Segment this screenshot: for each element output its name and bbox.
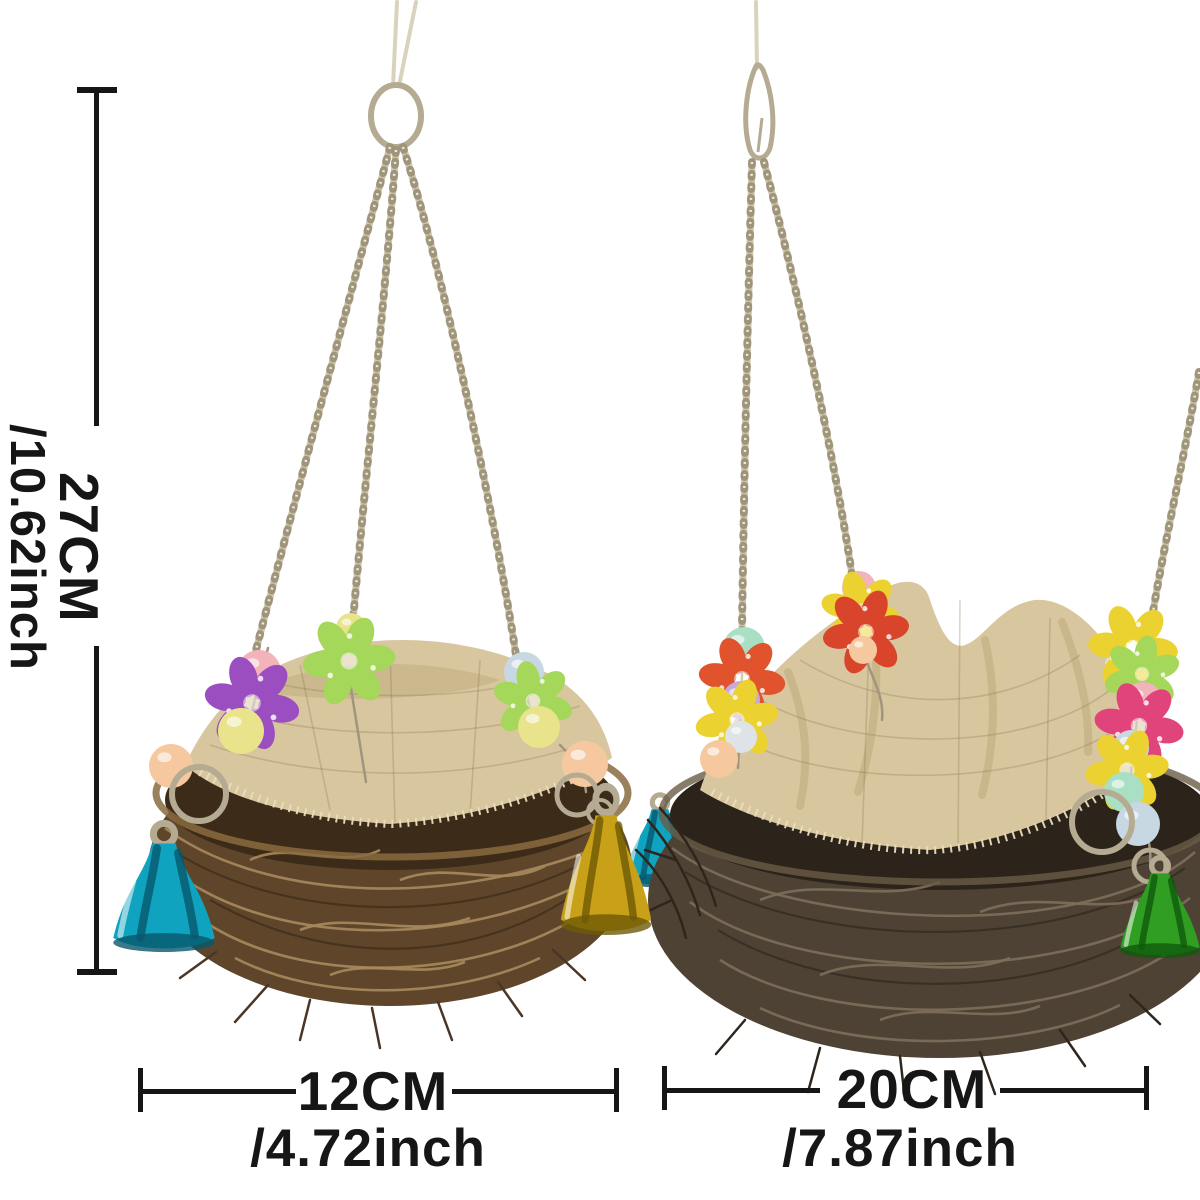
right-swing	[623, 0, 1200, 1102]
width-right-label-inch: /7.87inch	[782, 1119, 1018, 1178]
right-chains	[738, 158, 1200, 654]
width-left-line-end	[452, 1089, 616, 1094]
height-dimension-line-bottom	[94, 646, 99, 972]
width-left-tick-end	[614, 1068, 619, 1112]
width-right-tick-end	[1144, 1066, 1149, 1110]
left-teal-bell	[113, 819, 215, 952]
left-hanging-ring	[368, 82, 424, 150]
right-hanging-wire	[754, 0, 759, 70]
width-left-label-inch: /4.72inch	[250, 1119, 486, 1178]
height-dimension-line-top	[94, 90, 99, 426]
right-hook	[743, 62, 776, 161]
width-right-line-end	[1000, 1088, 1146, 1093]
height-label-cm: 27CM	[48, 471, 110, 623]
left-chains	[252, 143, 520, 659]
width-left-line-start	[140, 1089, 296, 1094]
left-gold-bell	[560, 782, 652, 935]
width-right-line-start	[664, 1088, 820, 1093]
left-bead-strand-center	[297, 609, 401, 784]
height-dimension-tick-bottom	[77, 969, 117, 975]
right-burlap	[700, 581, 1158, 855]
right-bead-strand-left	[687, 627, 792, 778]
left-hanging-string	[391, 0, 418, 88]
left-bead-strand-left	[194, 645, 310, 761]
height-dimension-labels: /10.62inch 27CM	[0, 418, 110, 676]
right-bead-strand-center	[811, 561, 917, 722]
width-left-label-cm: 12CM	[297, 1060, 449, 1122]
width-right-label-cm: 20CM	[836, 1058, 988, 1120]
left-swing	[113, 0, 652, 1050]
left-rim-bead	[149, 744, 229, 824]
height-label-inch: /10.62inch	[0, 423, 54, 671]
right-green-bell	[1120, 854, 1200, 958]
